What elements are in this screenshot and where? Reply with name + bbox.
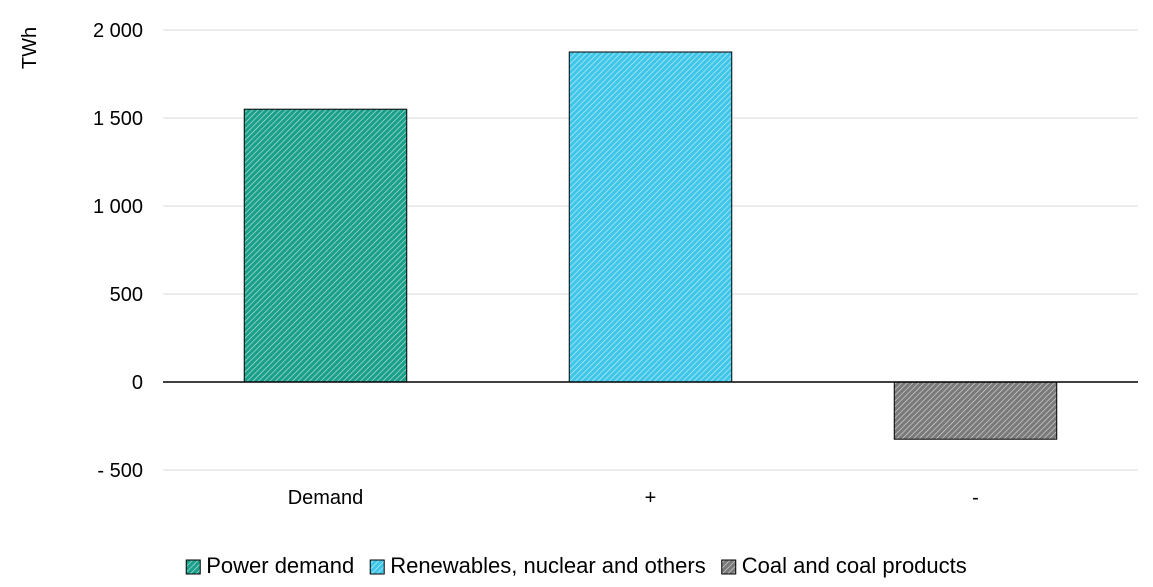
- legend-swatch: [721, 559, 737, 575]
- y-tick-label: 1 000: [93, 196, 143, 218]
- legend-label: Renewables, nuclear and others: [390, 553, 706, 578]
- bar--series-1: [568, 51, 733, 383]
- bars: [243, 51, 1058, 440]
- x-category-label: -: [972, 487, 979, 509]
- legend-label: Power demand: [206, 553, 354, 578]
- y-tick-label: 2 000: [93, 20, 143, 42]
- legend-swatch: [369, 559, 385, 575]
- y-tick-label: 0: [132, 372, 143, 394]
- y-tick-label: 1 500: [93, 108, 143, 130]
- legend: Power demand Renewables, nuclear and othe…: [185, 553, 967, 578]
- y-axis-label: TWh: [19, 27, 41, 69]
- bar--series-2: [893, 381, 1058, 440]
- legend-item: Power demand: [185, 553, 354, 578]
- legend-label: Coal and coal products: [742, 553, 967, 578]
- legend-item: Coal and coal products: [721, 553, 967, 578]
- x-category-label: Demand: [288, 487, 364, 509]
- y-tick-label: 500: [110, 284, 143, 306]
- x-axis-categories: Demand + -: [288, 487, 979, 509]
- bar-Demand-series-0: [243, 108, 408, 383]
- x-category-label: +: [645, 487, 657, 509]
- legend-item: Renewables, nuclear and others: [369, 553, 706, 578]
- y-tick-label: - 500: [97, 460, 143, 482]
- y-axis-ticks: - 500 0 500 1 000 1 500 2 000: [93, 20, 143, 482]
- legend-swatch: [185, 559, 201, 575]
